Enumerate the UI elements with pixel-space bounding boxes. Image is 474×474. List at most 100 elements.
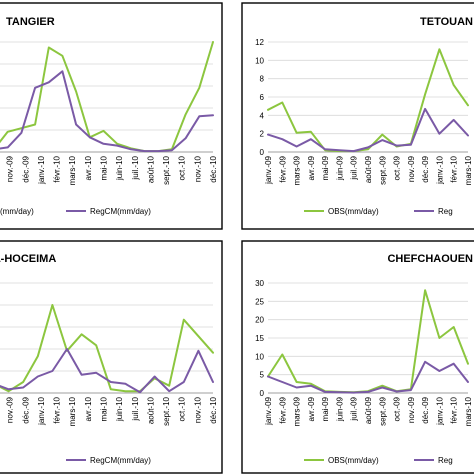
x-tick-label-tangier: janv.-10 xyxy=(37,155,46,184)
panel-title-tangier: TANGIER xyxy=(6,16,55,28)
y-tick-label-tetouan: 4 xyxy=(260,111,265,120)
x-tick-label-tangier: août-10 xyxy=(146,155,155,183)
legend-tetouan: OBS(mm/day) Reg xyxy=(304,207,453,216)
y-tick-label-tetouan: 0 xyxy=(260,148,265,157)
plot-chefchaouen: 0 5 10 15 20 25 30 janv.-09 févr.-09 mars-09 avr.-… xyxy=(255,279,473,426)
x-tick-label-tetouan: juin-09 xyxy=(335,155,344,181)
y-tick-label-tetouan: 10 xyxy=(255,56,264,65)
x-tick-label-al-hoceima: janv.-10 xyxy=(37,396,46,425)
x-tick-label-tangier: juil.-10 xyxy=(131,155,140,180)
x-tick-label-tetouan: oct.-09 xyxy=(393,155,402,180)
plot-tetouan: 0 2 4 6 8 10 12 janv.-09 févr.-09 mars-09 avr.-09 m… xyxy=(255,38,473,185)
x-tick-label-al-hoceima: nov.-09 xyxy=(6,396,15,423)
panel-frame-tetouan xyxy=(241,2,474,230)
x-tick-label-tetouan: janv.-09 xyxy=(264,155,273,184)
x-tick-label-chefchaouen: janv.-10 xyxy=(435,396,444,425)
legend-label-tetouan-obs: OBS(mm/day) xyxy=(328,207,379,216)
x-tick-label-chefchaouen: sept.-09 xyxy=(378,396,387,425)
x-tick-label-chefchaouen: janv.-09 xyxy=(264,396,273,425)
panel-title-tetouan: TETOUAN xyxy=(420,16,473,28)
series-line-chefchaouen-regcm xyxy=(267,360,469,394)
legend-label-tetouan-regcm: Reg xyxy=(438,207,453,216)
x-tick-label-chefchaouen: juin-09 xyxy=(335,396,344,422)
x-tick-label-chefchaouen: avr.-09 xyxy=(307,396,316,421)
legend-tangier: (mm/day) RegCM(mm/day) xyxy=(0,207,151,216)
x-tick-label-tangier: mai-10 xyxy=(100,155,109,180)
x-tick-label-al-hoceima: mars-10 xyxy=(68,396,77,426)
legend-label-tangier-obs: (mm/day) xyxy=(0,207,34,216)
legend-label-al-hoceima-regcm: RegCM(mm/day) xyxy=(90,456,151,465)
series-line-tetouan-obs xyxy=(267,48,469,153)
x-tick-label-tetouan: févr.-10 xyxy=(450,155,459,182)
series-line-al-hoceima-regcm xyxy=(0,348,214,394)
y-tick-label-chefchaouen: 5 xyxy=(260,371,265,380)
x-tick-label-tangier: déc.-09 xyxy=(21,155,30,182)
y-tick-label-chefchaouen: 15 xyxy=(255,334,264,343)
x-tick-label-tetouan: août-09 xyxy=(364,155,373,183)
x-tick-label-chefchaouen: août-09 xyxy=(364,396,373,424)
y-tick-label-chefchaouen: 25 xyxy=(255,297,264,306)
plot-tangier: août-09nov.-09déc.-09janv.-10févr.-10mar… xyxy=(0,41,218,185)
x-tick-label-tangier: oct.-10 xyxy=(178,155,187,180)
x-tick-label-al-hoceima: août-10 xyxy=(146,396,155,424)
panel-title-al-hoceima: AL-HOCEIMA xyxy=(0,253,56,265)
x-tick-label-al-hoceima: nov.-10 xyxy=(193,396,202,423)
panel-frame-chefchaouen xyxy=(241,240,474,474)
x-tick-label-tangier: févr.-10 xyxy=(53,155,62,182)
x-tick-label-al-hoceima: déc.-10 xyxy=(209,396,218,423)
y-tick-label-tetouan: 8 xyxy=(260,75,265,84)
x-tick-label-chefchaouen: mars-10 xyxy=(464,396,473,426)
x-tick-label-tetouan: févr.-09 xyxy=(278,155,287,182)
x-tick-label-tangier: nov.-10 xyxy=(193,155,202,182)
x-tick-label-chefchaouen: mai-09 xyxy=(321,396,330,421)
x-tick-label-al-hoceima: mai-10 xyxy=(100,396,109,421)
x-tick-label-al-hoceima: juin-10 xyxy=(115,396,124,422)
panel-frame-tangier xyxy=(0,2,223,230)
x-tick-label-tangier: sept.-10 xyxy=(162,155,171,184)
y-tick-label-tetouan: 2 xyxy=(260,130,265,139)
legend-label-tangier-regcm: RegCM(mm/day) xyxy=(90,207,151,216)
x-tick-label-tetouan: sept.-09 xyxy=(378,155,387,184)
y-tick-label-chefchaouen: 20 xyxy=(255,316,264,325)
x-tick-label-tetouan: mars-10 xyxy=(464,155,473,185)
x-tick-label-tetouan: mai-09 xyxy=(321,155,330,180)
x-tick-label-tetouan: mars-09 xyxy=(293,155,302,185)
x-tick-label-al-hoceima: févr.-10 xyxy=(53,396,62,423)
legend-chefchaouen: OBS(mm/day) Reg xyxy=(304,456,453,465)
y-tick-label-chefchaouen: 30 xyxy=(255,279,264,288)
y-tick-label-chefchaouen: 0 xyxy=(260,389,265,398)
x-tick-label-al-hoceima: avr.-10 xyxy=(84,396,93,421)
y-tick-label-chefchaouen: 10 xyxy=(255,352,264,361)
x-tick-label-al-hoceima: sept.-10 xyxy=(162,396,171,425)
x-tick-label-tangier: juin-10 xyxy=(115,155,124,181)
x-tick-label-al-hoceima: juil.-10 xyxy=(131,396,140,421)
x-tick-label-tetouan: juil.-09 xyxy=(350,155,359,180)
x-tick-label-tetouan: avr.-09 xyxy=(307,155,316,180)
x-tick-label-chefchaouen: févr.-09 xyxy=(278,396,287,423)
legend-label-chefchaouen-obs: OBS(mm/day) xyxy=(328,456,379,465)
panel-title-chefchaouen: CHEFCHAOUEN xyxy=(387,253,473,265)
x-tick-label-tangier: déc.-10 xyxy=(209,155,218,182)
x-tick-label-tetouan: janv.-10 xyxy=(435,155,444,184)
x-tick-label-tetouan: déc.-09 xyxy=(421,155,430,182)
y-tick-label-tetouan: 12 xyxy=(255,38,264,47)
legend-label-chefchaouen-regcm: Reg xyxy=(438,456,453,465)
x-tick-label-al-hoceima: oct.-10 xyxy=(178,396,187,421)
x-tick-label-chefchaouen: déc.-09 xyxy=(421,396,430,423)
x-tick-label-tangier: mars-10 xyxy=(68,155,77,185)
series-line-tangier-obs xyxy=(0,41,214,153)
legend-al-hoceima: RegCM(mm/day) xyxy=(66,456,151,465)
y-tick-label-tetouan: 6 xyxy=(260,93,265,102)
series-line-tetouan-regcm xyxy=(267,107,469,153)
panel-frame-al-hoceima xyxy=(0,240,223,474)
x-tick-label-chefchaouen: nov.-09 xyxy=(407,396,416,423)
x-tick-label-tangier: nov.-09 xyxy=(6,155,15,182)
series-line-al-hoceima-obs xyxy=(0,304,214,393)
x-tick-label-al-hoceima: déc.-09 xyxy=(21,396,30,423)
x-tick-label-tetouan: nov.-09 xyxy=(407,155,416,182)
x-tick-label-chefchaouen: févr.-10 xyxy=(450,396,459,423)
x-tick-label-chefchaouen: oct.-09 xyxy=(393,396,402,421)
x-tick-label-tangier: avr.-10 xyxy=(84,155,93,180)
series-line-tangier-regcm xyxy=(0,70,214,153)
